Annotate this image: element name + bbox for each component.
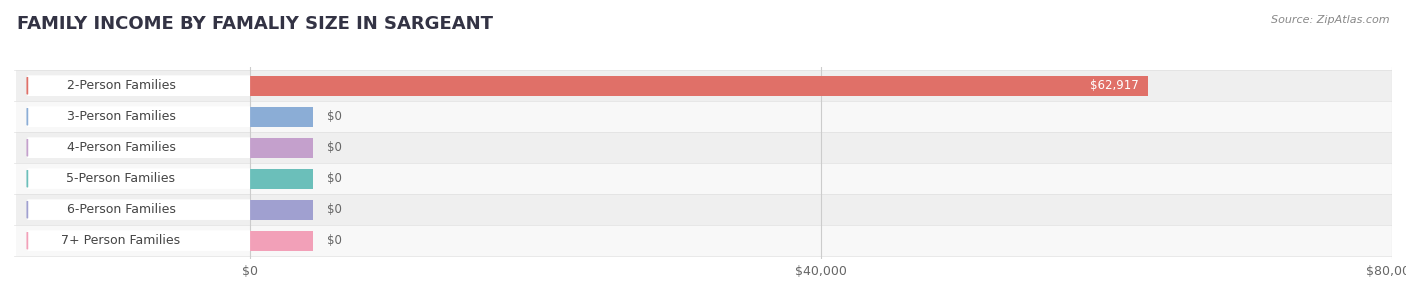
Bar xyxy=(250,138,314,158)
Text: $0: $0 xyxy=(326,234,342,247)
Text: $0: $0 xyxy=(326,172,342,185)
Bar xyxy=(17,163,1392,194)
Text: $0: $0 xyxy=(326,203,342,216)
Bar xyxy=(17,70,1392,101)
FancyBboxPatch shape xyxy=(28,106,250,127)
Bar xyxy=(17,101,1392,132)
Text: Source: ZipAtlas.com: Source: ZipAtlas.com xyxy=(1271,15,1389,25)
Text: $0: $0 xyxy=(326,110,342,123)
Bar xyxy=(250,199,314,220)
FancyBboxPatch shape xyxy=(28,230,250,251)
Text: 7+ Person Families: 7+ Person Families xyxy=(62,234,180,247)
Bar xyxy=(17,132,1392,163)
Text: 5-Person Families: 5-Person Families xyxy=(66,172,176,185)
Text: 6-Person Families: 6-Person Families xyxy=(66,203,176,216)
Text: 2-Person Families: 2-Person Families xyxy=(66,79,176,92)
Bar xyxy=(250,169,314,189)
FancyBboxPatch shape xyxy=(28,168,250,189)
Text: 4-Person Families: 4-Person Families xyxy=(66,141,176,154)
Bar xyxy=(17,194,1392,225)
FancyBboxPatch shape xyxy=(28,137,250,158)
FancyBboxPatch shape xyxy=(28,199,250,220)
FancyBboxPatch shape xyxy=(28,75,250,96)
Bar xyxy=(17,225,1392,256)
Bar xyxy=(250,231,314,251)
Text: 3-Person Families: 3-Person Families xyxy=(66,110,176,123)
Bar xyxy=(250,107,314,127)
Bar xyxy=(250,76,1149,96)
Text: $62,917: $62,917 xyxy=(1090,79,1139,92)
Text: FAMILY INCOME BY FAMALIY SIZE IN SARGEANT: FAMILY INCOME BY FAMALIY SIZE IN SARGEAN… xyxy=(17,15,494,33)
Text: $0: $0 xyxy=(326,141,342,154)
